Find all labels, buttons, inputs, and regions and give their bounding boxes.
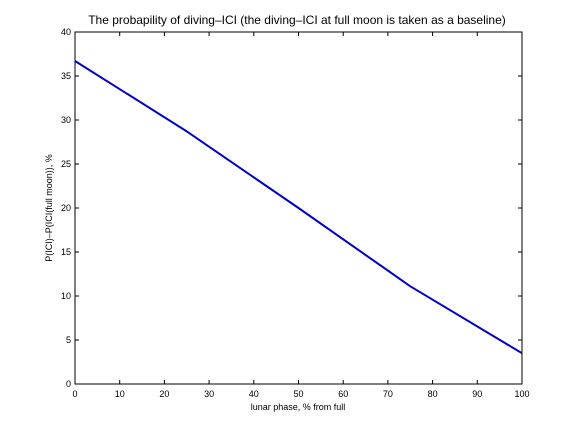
y-tick-label: 20 (61, 203, 71, 213)
x-tick-label: 70 (383, 389, 393, 399)
x-tick-label: 20 (159, 389, 169, 399)
chart-title: The probapility of diving–ICI (the divin… (88, 13, 506, 27)
x-tick-label: 0 (72, 389, 77, 399)
x-tick-label: 10 (115, 389, 125, 399)
y-axis-label: P(ICI)–P(ICI(full moon)), % (44, 154, 54, 262)
y-tick-label: 40 (61, 27, 71, 37)
x-tick-label: 30 (204, 389, 214, 399)
y-tick-label: 5 (66, 335, 71, 345)
x-tick-label: 40 (249, 389, 259, 399)
series-line-0 (74, 60, 523, 355)
series-layer (74, 60, 523, 355)
axis-ticks: 0 10 20 30 40 50 60 70 80 90 100 0 5 10 15 20 25 30 35 40 (61, 27, 530, 399)
y-tick-label: 30 (61, 115, 71, 125)
y-tick-label: 0 (66, 379, 71, 389)
x-tick-label: 60 (338, 389, 348, 399)
y-tick-label: 35 (61, 71, 71, 81)
y-tick-label: 15 (61, 247, 71, 257)
x-tick-label: 50 (293, 389, 303, 399)
x-axis-label: lunar phase, % from full (251, 402, 346, 412)
x-tick-label: 90 (472, 389, 482, 399)
x-tick-label: 100 (514, 389, 529, 399)
y-tick-label: 10 (61, 291, 71, 301)
y-tick-label: 25 (61, 159, 71, 169)
x-tick-label: 80 (428, 389, 438, 399)
